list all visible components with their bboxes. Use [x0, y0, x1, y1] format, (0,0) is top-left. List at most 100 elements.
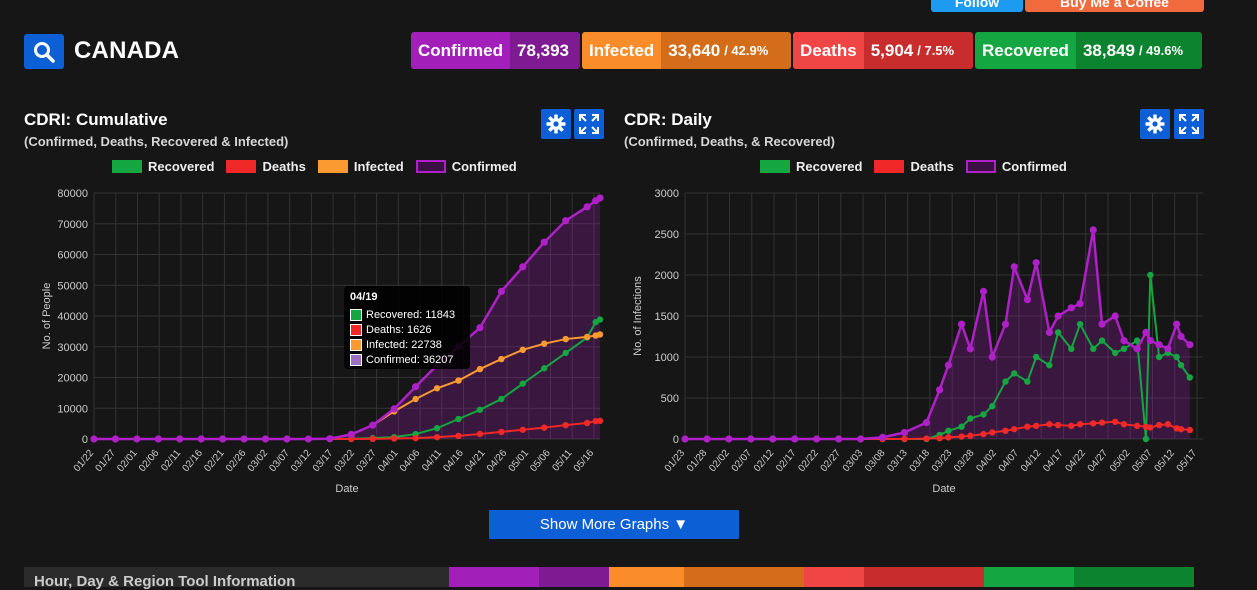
- x-tick-label: 05/16: [572, 448, 597, 475]
- x-tick-label: 03/03: [841, 448, 866, 475]
- data-point-deaths: [923, 435, 930, 442]
- bottom-title: Hour, Day & Region Tool Information: [24, 567, 449, 590]
- y-tick-label: 1000: [655, 352, 679, 364]
- data-point-recovered: [1155, 353, 1163, 361]
- x-tick-label: 05/12: [1153, 448, 1178, 475]
- data-point-confirmed: [725, 435, 733, 443]
- x-tick-label: 03/27: [354, 448, 379, 475]
- deaths-count: 5,904: [870, 40, 914, 60]
- data-point-confirmed: [562, 217, 570, 225]
- infected-label: Infected: [582, 32, 662, 69]
- data-point-confirmed: [1001, 320, 1010, 328]
- x-tick-label: 04/06: [398, 448, 423, 475]
- data-point-confirmed: [1054, 312, 1062, 320]
- data-point-confirmed: [1010, 263, 1018, 271]
- x-tick-label: 02/06: [137, 448, 162, 475]
- data-point-deaths: [519, 426, 527, 433]
- y-tick-label: 70000: [57, 219, 88, 231]
- data-point-confirmed: [326, 435, 334, 443]
- recovered-label: Recovered: [975, 32, 1076, 69]
- data-point-confirmed: [1045, 328, 1053, 336]
- data-point-recovered: [1068, 345, 1075, 352]
- data-point-confirmed: [791, 435, 799, 443]
- legend-item-confirmed[interactable]: Confirmed: [415, 159, 517, 174]
- legend-label: Deaths: [910, 159, 954, 174]
- legend-item-recovered[interactable]: Recovered: [760, 159, 862, 174]
- y-tick-label: 1500: [655, 311, 679, 323]
- legend-item-infected[interactable]: Infected: [317, 159, 404, 174]
- data-point-confirmed: [1142, 328, 1150, 336]
- data-point-deaths: [1024, 423, 1031, 430]
- data-point-deaths: [1112, 418, 1119, 425]
- daily-chart[interactable]: 01/2301/2802/0202/0702/1202/1702/2202/27…: [624, 180, 1214, 500]
- data-point-confirmed: [390, 405, 398, 413]
- data-point-confirmed: [747, 435, 755, 443]
- data-point-recovered: [1133, 337, 1141, 344]
- legend-item-deaths[interactable]: Deaths: [226, 159, 306, 174]
- country-title: CANADA: [74, 37, 180, 64]
- x-tick-label: 03/08: [863, 448, 888, 475]
- x-tick-label: 04/26: [485, 448, 510, 475]
- cumulative-chart[interactable]: 01/2201/2702/0102/0602/1102/1602/2102/26…: [24, 180, 614, 500]
- data-point-recovered: [980, 411, 987, 418]
- legend-item-recovered[interactable]: Recovered: [112, 159, 214, 174]
- x-tick-label: 04/02: [974, 448, 999, 475]
- left-settings-button[interactable]: [541, 109, 571, 139]
- right-fullscreen-button[interactable]: [1174, 109, 1204, 139]
- gear-icon: [546, 114, 566, 134]
- x-tick-label: 05/01: [507, 448, 532, 475]
- legend-item-deaths[interactable]: Deaths: [874, 159, 954, 174]
- chart-tooltip: 04/19 Recovered: 11843 Deaths: 1626 Infe…: [344, 286, 470, 369]
- data-point-confirmed: [1173, 320, 1181, 328]
- x-tick-label: 03/02: [246, 448, 271, 475]
- buy-coffee-button[interactable]: Buy Me a Coffee: [1025, 0, 1204, 12]
- data-point-recovered: [519, 380, 527, 387]
- show-more-graphs-button[interactable]: Show More Graphs ▼: [489, 510, 739, 539]
- data-point-confirmed: [283, 435, 291, 443]
- data-point-confirmed: [1023, 296, 1032, 304]
- x-tick-label: 04/07: [997, 448, 1022, 475]
- deaths-label: Deaths: [793, 32, 864, 69]
- x-tick-label: 05/02: [1108, 448, 1133, 475]
- recovered-pct: / 49.6%: [1138, 43, 1184, 58]
- data-point-confirmed: [1067, 304, 1075, 312]
- data-point-confirmed: [347, 430, 355, 438]
- y-tick-label: 10000: [57, 403, 88, 415]
- tooltip-deaths: Deaths: 1626: [366, 323, 432, 336]
- data-point-deaths: [1133, 422, 1141, 430]
- x-tick-label: 01/23: [663, 448, 688, 475]
- data-point-deaths: [901, 435, 908, 443]
- coffee-label: Buy Me a Coffee: [1060, 0, 1169, 10]
- infected-value: 33,640/ 42.9%: [661, 32, 791, 69]
- data-point-confirmed: [936, 386, 944, 394]
- data-point-confirmed: [1177, 332, 1185, 341]
- left-fullscreen-button[interactable]: [574, 109, 604, 139]
- y-tick-label: 30000: [57, 342, 88, 354]
- x-tick-label: 01/27: [94, 448, 119, 475]
- search-button[interactable]: [24, 34, 64, 69]
- twitter-follow-button[interactable]: Follow: [931, 0, 1023, 12]
- data-point-recovered: [562, 349, 569, 357]
- data-point-confirmed: [497, 287, 505, 295]
- data-point-deaths: [369, 435, 376, 443]
- data-point-deaths: [1098, 419, 1106, 426]
- legend-item-confirmed[interactable]: Confirmed: [965, 159, 1067, 174]
- data-point-deaths: [390, 435, 398, 442]
- y-tick-label: 2500: [655, 229, 679, 241]
- left-panel-subtitle: (Confirmed, Deaths, Recovered & Infected…: [24, 134, 289, 149]
- data-point-confirmed: [922, 419, 931, 427]
- data-point-deaths: [498, 428, 505, 436]
- data-point-confirmed: [133, 435, 141, 443]
- data-point-confirmed: [835, 435, 843, 443]
- right-settings-button[interactable]: [1140, 109, 1170, 139]
- legend-label: Recovered: [148, 159, 215, 174]
- y-tick-label: 50000: [57, 280, 88, 292]
- x-tick-label: 04/12: [1019, 448, 1044, 475]
- recovered-stat-badge: Recovered 38,849/ 49.6%: [975, 32, 1202, 69]
- data-point-confirmed: [1186, 341, 1194, 349]
- deaths-stat-badge: Deaths 5,904/ 7.5%: [793, 32, 973, 69]
- legend-label: Deaths: [262, 159, 306, 174]
- confirmed-area: [94, 197, 600, 439]
- data-point-confirmed: [476, 324, 484, 332]
- x-tick-label: 03/18: [908, 448, 933, 475]
